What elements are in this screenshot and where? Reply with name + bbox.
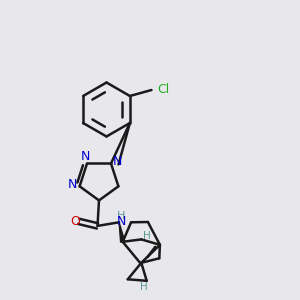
- Text: N: N: [112, 155, 122, 169]
- Text: H: H: [143, 231, 151, 241]
- Text: N: N: [117, 215, 126, 228]
- Text: Cl: Cl: [158, 83, 170, 96]
- Polygon shape: [119, 222, 125, 242]
- Text: H: H: [140, 282, 148, 292]
- Text: H: H: [117, 211, 125, 221]
- Text: N: N: [81, 150, 90, 164]
- Text: O: O: [70, 214, 80, 228]
- Text: N: N: [68, 178, 77, 191]
